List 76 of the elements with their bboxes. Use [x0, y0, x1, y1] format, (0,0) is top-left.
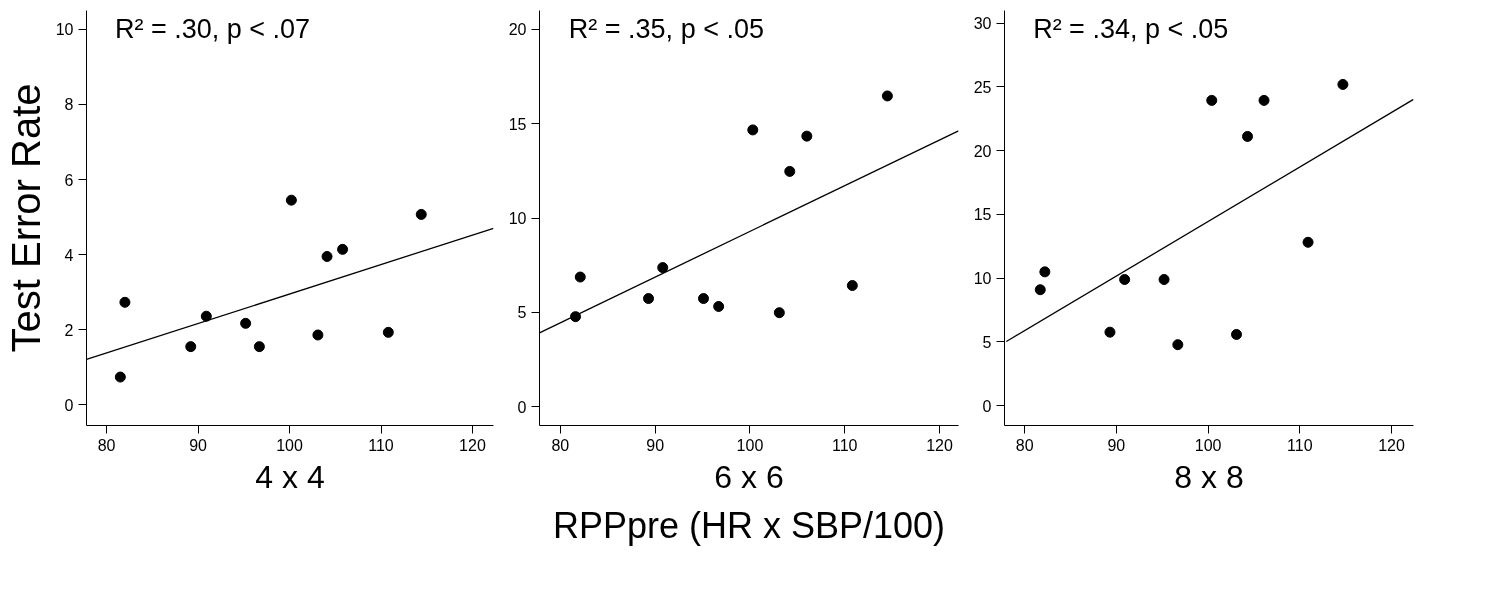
x-tick-label: 120 [926, 436, 953, 454]
y-tick-label: 10 [973, 270, 992, 288]
point [321, 251, 333, 262]
point [114, 371, 126, 383]
point [1119, 274, 1131, 286]
x-tick-label: 90 [189, 436, 208, 454]
x-axis-title: 8 x 8 [1174, 458, 1244, 495]
point [1242, 130, 1254, 142]
y-tick-label: 30 [973, 15, 992, 33]
x-tick-label: 110 [1287, 436, 1313, 454]
x-tick-label: 80 [97, 436, 116, 454]
point [881, 90, 893, 102]
x-axis-title: 4 x 4 [255, 458, 325, 495]
annotation: R² = .34, p < .05 [1033, 14, 1229, 45]
point [1039, 266, 1051, 278]
y-tick-label: 20 [508, 21, 527, 39]
point [801, 130, 813, 142]
y-tick-label: 15 [508, 115, 527, 133]
point [713, 300, 725, 312]
point [1034, 284, 1046, 296]
point [253, 341, 265, 353]
x-tick-label: 80 [551, 436, 570, 454]
annotation: R² = .30, p < .07 [114, 14, 311, 45]
point [1302, 236, 1314, 248]
y-tick-label: 5 [982, 333, 992, 351]
x-tick-label: 100 [1194, 436, 1222, 454]
y-tick-label: 20 [973, 142, 992, 160]
y-tick-label: 0 [517, 398, 527, 416]
y-tick-label: 4 [64, 246, 74, 264]
point [784, 165, 796, 177]
x-tick-label: 80 [1015, 436, 1034, 454]
y-axis-title: Test Error Rate [3, 83, 48, 353]
point [119, 296, 131, 308]
y-tick-label: 6 [64, 171, 74, 189]
annotation: R² = .35, p < .05 [568, 14, 764, 45]
y-tick-label: 5 [517, 304, 527, 322]
x-tick-label: 100 [276, 436, 303, 454]
x-axis-title: 6 x 6 [714, 458, 784, 495]
point [1158, 274, 1170, 286]
point [773, 307, 785, 319]
point [1104, 326, 1116, 338]
point [1258, 94, 1270, 106]
x-tick-label: 110 [831, 436, 858, 454]
point [285, 194, 297, 206]
y-tick-label: 0 [64, 396, 74, 414]
y-tick-label: 8 [64, 96, 74, 114]
point [574, 271, 586, 283]
point [1337, 78, 1349, 90]
text: RPPpre (HR x SBP/100) [552, 504, 946, 546]
point [1231, 328, 1243, 340]
point [747, 124, 759, 136]
point [698, 293, 709, 305]
point [415, 208, 427, 220]
y-tick-label: 25 [973, 79, 992, 96]
x-tick-label: 110 [368, 436, 394, 454]
y-tick-label: 10 [55, 21, 74, 39]
y-tick-label: 10 [508, 210, 527, 227]
point [185, 341, 197, 353]
x-tick-label: 90 [1107, 436, 1126, 454]
x-tick-label: 90 [646, 436, 665, 454]
point [312, 329, 324, 341]
point [200, 310, 212, 322]
x-tick-label: 120 [459, 436, 486, 454]
x-tick-label: 100 [736, 436, 764, 454]
y-tick-label: 0 [982, 397, 992, 415]
point [846, 280, 858, 292]
point [657, 262, 669, 274]
y-tick-label: 15 [973, 206, 992, 224]
y-tick-label: 2 [64, 321, 74, 339]
x-tick-label: 120 [1378, 436, 1405, 454]
point [240, 317, 252, 329]
point [1206, 94, 1218, 106]
point [337, 243, 349, 255]
point [382, 326, 394, 338]
point [643, 293, 655, 305]
point [1172, 339, 1184, 351]
